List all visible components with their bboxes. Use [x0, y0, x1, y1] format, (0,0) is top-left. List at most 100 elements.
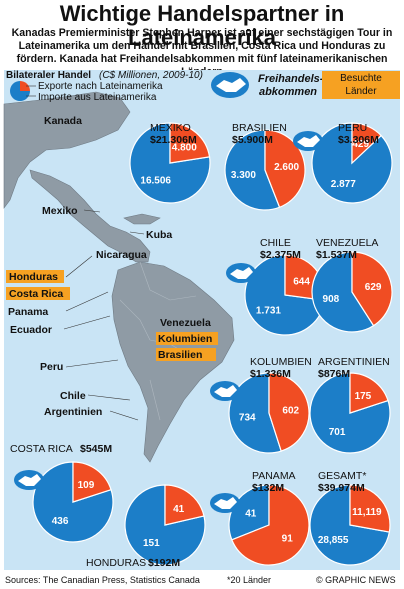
- label-panama: Panama: [8, 306, 48, 318]
- pie-kolumbien: 602 734 KOLUMBIEN$1.336M: [210, 356, 312, 454]
- country-label-argentinien: ARGENTINIEN: [318, 356, 390, 368]
- country-label-panama: PANAMA: [252, 470, 296, 482]
- legend-pie-icon: [10, 81, 30, 101]
- exports-value-argentinien: 175: [355, 391, 372, 402]
- pie-slice-imports-brasilien: [224, 129, 281, 211]
- total-label-costa-rica: $545M: [80, 443, 112, 455]
- exports-value-venezuela: 629: [365, 282, 382, 293]
- country-label-honduras: HONDURAS: [86, 557, 146, 569]
- label-cuba: Kuba: [146, 229, 172, 241]
- country-label-costa-rica: COSTA RICA: [10, 443, 73, 455]
- pie-venezuela: 629 908 VENEZUELA$1.537M: [311, 237, 393, 333]
- pie-mexiko: 4.800 16.506 MEXIKO$21.306M: [129, 122, 211, 204]
- total-label-chile: $2.375M: [260, 249, 301, 261]
- total-label-honduras: $192M: [148, 557, 180, 569]
- free-trade-label: Freihandels- abkommen: [258, 73, 324, 98]
- handshake-icon: [14, 470, 44, 490]
- pie-slice-exports-panama: [231, 484, 310, 566]
- footer-note: *20 Länder: [227, 575, 272, 585]
- pie-slice-exports-gesamt: [349, 484, 391, 533]
- imports-value-mexiko: 16.506: [140, 176, 171, 187]
- pie-gesamt: 11,119 28,855 GESAMT*$39.974M: [309, 470, 391, 566]
- label-canada: Kanada: [44, 115, 82, 127]
- total-label-kolumbien: $1.336M: [250, 368, 291, 380]
- map-landmass: [3, 91, 235, 463]
- legend-imports: Importe aus Lateinamerika: [38, 92, 157, 103]
- map-labels: Kanada Mexiko Kuba Nicaragua Honduras Co…: [6, 115, 218, 418]
- pie-slice-exports-costa-rica: [72, 461, 112, 503]
- pie-slice-exports-honduras: [164, 484, 205, 526]
- imports-value-brasilien: 3.300: [231, 170, 256, 181]
- handshake-icon: [211, 72, 249, 98]
- exports-value-kolumbien: 602: [282, 406, 299, 417]
- total-label-venezuela: $1.537M: [316, 249, 357, 261]
- country-label-kolumbien: KOLUMBIEN: [250, 356, 312, 368]
- total-label-gesamt: $39.974M: [318, 482, 365, 494]
- total-label-argentinien: $876M: [318, 368, 350, 380]
- exports-value-chile: 644: [293, 277, 310, 288]
- handshake-icon: [210, 493, 240, 513]
- pie-charts: 4.800 16.506 MEXIKO$21.306M 2.600 3.300 BRASI…: [10, 122, 393, 569]
- exports-value-brasilien: 2.600: [274, 162, 299, 173]
- total-label-brasilien: $5.900M: [232, 134, 273, 146]
- handshake-icon: [210, 381, 240, 401]
- imports-value-venezuela: 908: [323, 294, 340, 305]
- label-chile: Chile: [60, 390, 86, 402]
- pie-slice-exports-mexiko: [169, 122, 211, 164]
- legend-heading: Bilateraler Handel: [6, 70, 91, 81]
- country-label-chile: CHILE: [260, 237, 291, 249]
- pie-peru: 429 2.877 PERU$3.306M: [293, 122, 393, 204]
- total-label-peru: $3.306M: [338, 134, 379, 146]
- label-argentina: Argentinien: [44, 406, 102, 418]
- legend-units: (C$ Millionen, 2009-10): [99, 70, 203, 81]
- exports-value-costa-rica: 109: [78, 480, 95, 491]
- handshake-icon: [226, 263, 256, 283]
- pie-costa-rica: 109 436 COSTA RICA $545M: [10, 443, 114, 543]
- imports-value-panama: 41: [245, 509, 257, 520]
- label-peru: Peru: [40, 361, 63, 373]
- label-nicaragua: Nicaragua: [96, 249, 147, 261]
- label-ecuador: Ecuador: [10, 324, 52, 336]
- label-mexico: Mexiko: [42, 205, 78, 217]
- pie-brasilien: 2.600 3.300 BRASILIEN$5.900M: [224, 122, 306, 211]
- exports-value-peru: 429: [352, 139, 369, 150]
- country-label-brasilien: BRASILIEN: [232, 122, 287, 134]
- pie-slice-exports-venezuela: [351, 251, 393, 327]
- country-label-gesamt: GESAMT*: [318, 470, 366, 482]
- label-costa-rica: Costa Rica: [9, 288, 63, 300]
- pie-panama: 91 41 PANAMA$132M: [210, 470, 310, 566]
- total-label-panama: $132M: [252, 482, 284, 494]
- country-label-mexiko: MEXIKO: [150, 122, 191, 134]
- pie-honduras: 41 151 HONDURAS $192M: [86, 484, 206, 569]
- footer-credit: © GRAPHIC NEWS: [316, 575, 396, 585]
- label-brazil: Brasilien: [158, 349, 202, 361]
- total-label-mexiko: $21.306M: [150, 134, 197, 146]
- chart-title: Wichtige Handelspartner in Lateinamerika: [59, 1, 345, 50]
- exports-value-honduras: 41: [173, 504, 185, 515]
- label-honduras: Honduras: [9, 271, 58, 283]
- pie-slice-exports-brasilien: [264, 129, 306, 209]
- exports-value-panama: 91: [282, 533, 294, 544]
- legend-exports: Exporte nach Lateinamerika: [38, 81, 163, 92]
- pie-slice-imports-venezuela: [311, 251, 375, 333]
- pie-argentinien: 175 701 ARGENTINIEN$876M: [309, 356, 391, 454]
- imports-value-gesamt: 28,855: [318, 535, 349, 546]
- label-colombia: Kolumbien: [158, 333, 212, 345]
- pie-slice-exports-peru: [351, 122, 382, 165]
- country-label-peru: PERU: [338, 122, 367, 134]
- imports-value-honduras: 151: [143, 538, 160, 549]
- imports-value-kolumbien: 734: [239, 412, 256, 423]
- exports-value-gesamt: 11,119: [352, 507, 382, 518]
- pie-slice-exports-argentinien: [349, 372, 389, 414]
- pie-slice-exports-kolumbien: [268, 372, 310, 452]
- exports-value-mexiko: 4.800: [172, 142, 197, 153]
- imports-value-peru: 2.877: [331, 179, 356, 190]
- imports-value-argentinien: 701: [329, 427, 346, 438]
- imports-value-costa-rica: 436: [52, 516, 69, 527]
- pie-slice-imports-kolumbien: [228, 372, 282, 454]
- legend: Bilateraler Handel (C$ Millionen, 2009-1…: [6, 70, 203, 103]
- leader-lines: [63, 209, 145, 421]
- label-venezuela: Venezuela: [160, 317, 211, 329]
- visited-countries-badge: Besuchte Länder: [322, 71, 400, 99]
